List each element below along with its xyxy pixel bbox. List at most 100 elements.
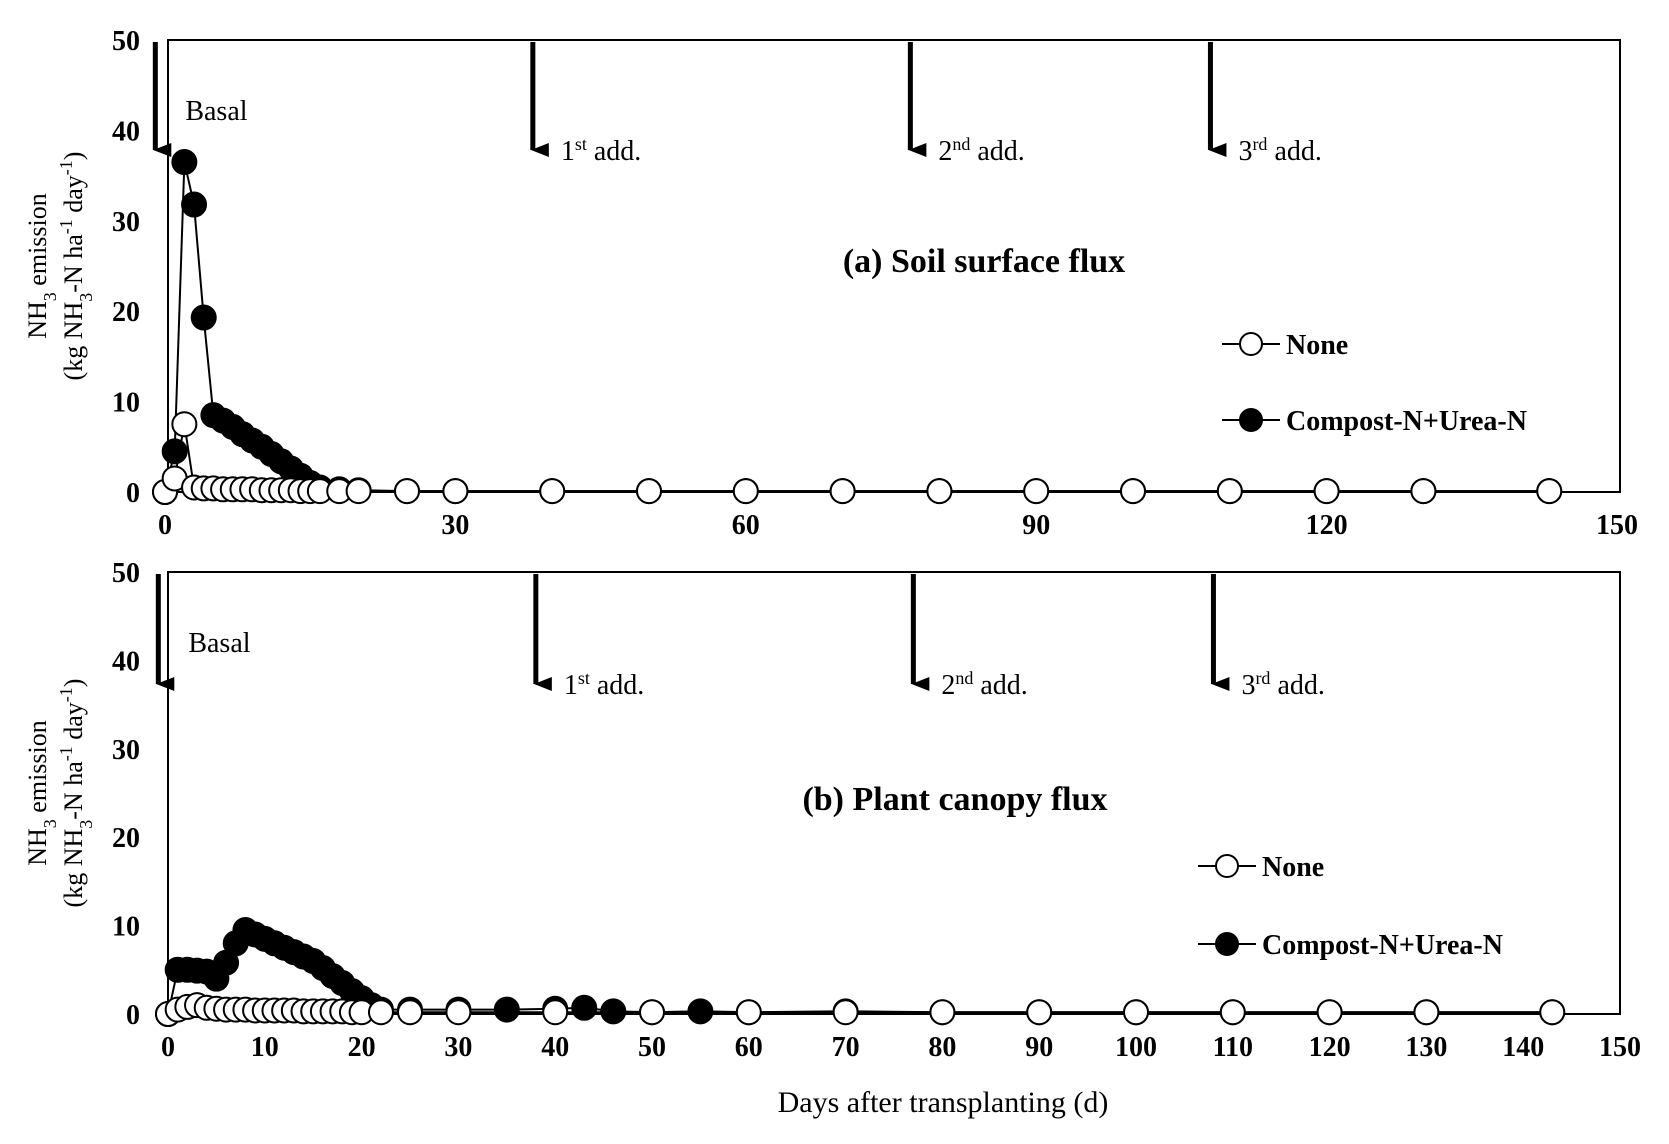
y-axis-label-line2: (kg NH3-N ha-1 day-1): [56, 679, 96, 908]
data-point-compost-urea: [600, 998, 627, 1025]
y-axis-label-line1: NH3 emission: [23, 193, 60, 339]
y-tick-label: 20: [112, 297, 140, 328]
annotation-label: Basal: [185, 96, 247, 127]
x-tick-label: 100: [1115, 1032, 1157, 1063]
x-tick-label: 60: [735, 1032, 763, 1063]
x-tick-label: 10: [251, 1032, 279, 1063]
annotation-label: 2nd add.: [938, 134, 1024, 167]
data-point-none: [1023, 478, 1050, 505]
legend-marker-filled-circle: [1239, 408, 1263, 432]
legend: None Compost-N+Urea-N: [1198, 852, 1503, 961]
data-point-none: [1120, 478, 1146, 505]
x-tick-label: 0: [161, 1032, 175, 1063]
data-point-none: [636, 478, 662, 505]
x-tick-label: 140: [1502, 1032, 1544, 1063]
x-tick-label: 30: [441, 510, 469, 541]
x-tick-label: 70: [832, 1032, 860, 1063]
data-point-none: [1219, 999, 1246, 1026]
y-tick-label: 50: [112, 26, 140, 57]
data-point-compost-urea: [161, 438, 188, 465]
annotation-label: 1st add.: [564, 668, 644, 701]
data-point-none: [539, 478, 566, 505]
x-tick-label: 30: [444, 1032, 472, 1063]
data-point-none: [1539, 999, 1566, 1026]
legend: None Compost-N+Urea-N: [1222, 330, 1527, 437]
data-point-none: [735, 999, 762, 1026]
data-point-none: [929, 999, 956, 1026]
x-tick-label: 120: [1309, 1032, 1351, 1063]
annotation-label: 3rd add.: [1238, 134, 1321, 167]
y-tick-label: 30: [112, 207, 140, 238]
annotation-label: 1st add.: [561, 134, 641, 167]
data-point-compost-urea: [571, 994, 598, 1021]
legend-item-compost-urea: Compost-N+Urea-N: [1222, 406, 1527, 437]
y-axis-label-line2: (kg NH3-N ha-1 day-1): [56, 152, 96, 381]
x-tick-label: 150: [1596, 510, 1638, 541]
data-point-none: [445, 999, 472, 1026]
data-point-none: [542, 999, 569, 1026]
legend-marker-filled-circle: [1215, 932, 1239, 956]
x-tick-label: 80: [928, 1032, 956, 1063]
y-tick-label: 10: [112, 388, 140, 419]
fertilization-annotations: Basal 1st add. 2nd add. 3rd add.: [155, 574, 1325, 701]
legend-item-none: None: [1222, 330, 1348, 361]
data-point-none: [1536, 478, 1563, 505]
data-point-none: [829, 478, 856, 505]
annotation-label: Basal: [188, 628, 250, 659]
x-axis-ticks: 0 30 60 90 120 150: [158, 510, 1638, 541]
data-point-none: [832, 999, 859, 1026]
y-tick-label: 40: [112, 646, 140, 677]
data-point-none: [397, 999, 423, 1026]
series-line: [164, 161, 1550, 493]
y-tick-label: 50: [112, 558, 140, 589]
legend-label-none: None: [1286, 330, 1348, 361]
x-tick-label: 120: [1306, 510, 1348, 541]
legend-item-none: None: [1198, 852, 1324, 883]
legend-item-compost-urea: Compost-N+Urea-N: [1198, 930, 1503, 961]
plot-series: [152, 149, 1563, 505]
annotation-label: 2nd add.: [941, 668, 1027, 701]
x-tick-label: 90: [1025, 1032, 1053, 1063]
annotation-label: 3rd add.: [1241, 668, 1324, 701]
x-tick-label: 130: [1405, 1032, 1447, 1063]
data-point-none: [1413, 999, 1440, 1026]
fertilization-annotations: Basal 1st add. 2nd add. 3rd add.: [152, 42, 1322, 167]
y-tick-label: 40: [112, 116, 140, 147]
data-point-none: [1216, 478, 1243, 505]
y-tick-label: 0: [126, 478, 140, 509]
plot-area-frame: [167, 571, 1621, 1015]
y-tick-label: 20: [112, 823, 140, 854]
plot-series: [155, 917, 1566, 1027]
data-point-compost-urea: [190, 304, 217, 331]
data-point-none: [345, 478, 372, 505]
data-point-none: [1123, 999, 1149, 1026]
data-point-none: [1410, 478, 1437, 505]
y-tick-label: 10: [112, 912, 140, 943]
chart-title: (b) Plant canopy flux: [802, 781, 1107, 818]
legend-marker-open-circle: [1239, 332, 1263, 356]
x-tick-label: 90: [1022, 510, 1050, 541]
data-point-compost-urea: [171, 149, 198, 176]
y-axis-label-line1: NH3 emission: [23, 720, 60, 866]
legend-label-compost-urea: Compost-N+Urea-N: [1262, 930, 1503, 961]
data-point-none: [171, 411, 198, 438]
x-tick-label: 50: [638, 1032, 666, 1063]
x-tick-label: 20: [348, 1032, 376, 1063]
data-point-none: [1316, 999, 1343, 1026]
panel-soil-surface-flux: NH3 emission (kg NH3-N ha-1 day-1) 0 10 20…: [23, 26, 1638, 541]
y-axis-ticks: 0 10 20 30 40 50: [112, 558, 140, 1031]
data-point-compost-urea: [687, 998, 714, 1025]
x-tick-label: 150: [1599, 1032, 1641, 1063]
legend-label-compost-urea: Compost-N+Urea-N: [1286, 406, 1527, 437]
y-tick-label: 0: [126, 1000, 140, 1031]
data-point-compost-urea: [181, 191, 208, 218]
data-point-none: [1313, 478, 1340, 505]
data-point-none: [732, 478, 759, 505]
x-tick-label: 40: [541, 1032, 569, 1063]
y-axis-ticks: 0 10 20 30 40 50: [112, 26, 140, 509]
panel-plant-canopy-flux: NH3 emission (kg NH3-N ha-1 day-1) 0 10 20…: [23, 558, 1641, 1119]
data-point-none: [367, 999, 394, 1026]
x-tick-label: 0: [158, 510, 172, 541]
legend-label-none: None: [1262, 852, 1324, 883]
